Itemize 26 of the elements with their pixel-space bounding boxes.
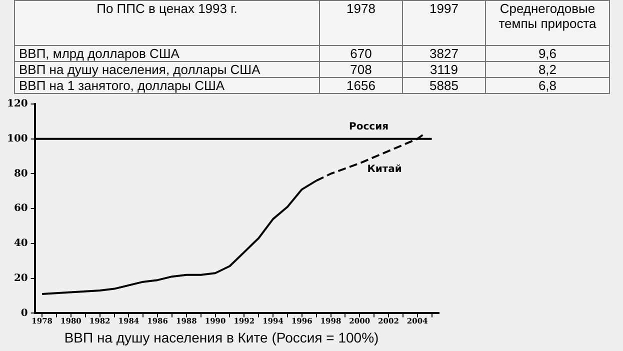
text: ВВП на душу населения в Ките (Россия = 100%) <box>64 329 379 346</box>
text: 3827 <box>402 46 486 62</box>
text: 1978 <box>320 0 402 46</box>
series-label: Россия <box>349 121 389 132</box>
y-tick-label: 60 <box>14 203 28 214</box>
text: По ППС в ценах 1993 г. <box>14 0 320 46</box>
text: 1997 <box>402 0 486 46</box>
text: 5885 <box>402 78 486 94</box>
text: 9,6 <box>486 46 610 62</box>
series-label: Китай <box>367 164 402 176</box>
y-tick-label: 120 <box>7 98 28 110</box>
text: 8,2 <box>486 62 610 78</box>
y-tick-label: 20 <box>14 272 28 284</box>
text: ВВП на 1 занятого, доллары США <box>14 78 320 94</box>
text: 708 <box>320 62 402 78</box>
y-tick-label: 80 <box>14 168 28 180</box>
text: Среднегодовые темпы прироста <box>486 0 610 46</box>
text: 6,8 <box>486 78 610 94</box>
text: 3119 <box>402 62 486 78</box>
text: 1656 <box>320 78 402 94</box>
y-tick-label: 100 <box>7 133 28 144</box>
y-tick-label: 40 <box>14 238 28 250</box>
text: ВВП, млрд долларов США <box>14 46 320 62</box>
text: 670 <box>320 46 402 62</box>
y-tick-label: 0 <box>20 308 28 319</box>
text: ВВП на душу населения, доллары США <box>14 62 320 78</box>
